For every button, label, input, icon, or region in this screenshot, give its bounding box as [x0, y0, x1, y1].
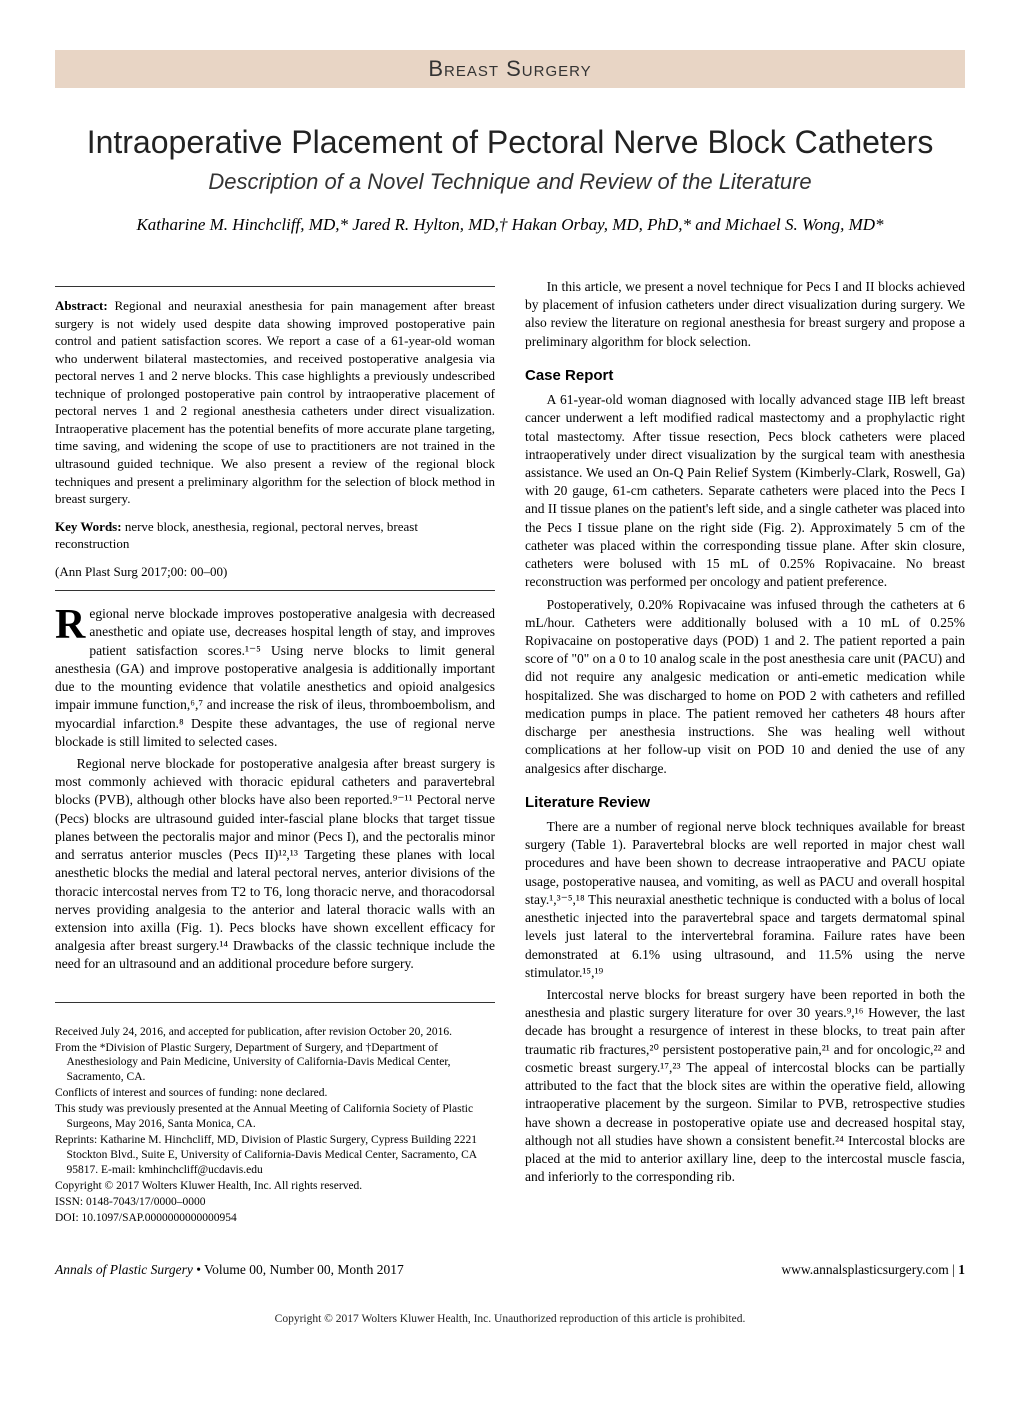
- footnote-presented: This study was previously presented at t…: [55, 1102, 495, 1132]
- article-subtitle: Description of a Novel Technique and Rev…: [55, 169, 965, 195]
- abstract-label: Abstract:: [55, 298, 108, 313]
- footnote-doi: DOI: 10.1097/SAP.0000000000000954: [55, 1211, 495, 1226]
- intro-paragraph-1: R egional nerve blockade improves postop…: [55, 605, 495, 751]
- footer-left: Annals of Plastic Surgery • Volume 00, N…: [55, 1262, 404, 1278]
- footer-journal: Annals of Plastic Surgery: [55, 1262, 193, 1277]
- footnote-from: From the *Division of Plastic Surgery, D…: [55, 1041, 495, 1086]
- abstract-rule-bottom: [55, 590, 495, 591]
- abstract-rule-top: [55, 286, 495, 287]
- footer-right: www.annalsplasticsurgery.com | 1: [781, 1262, 965, 1278]
- section-header-bar: Breast Surgery: [55, 50, 965, 88]
- footnote-copyright: Copyright © 2017 Wolters Kluwer Health, …: [55, 1179, 495, 1194]
- right-column: In this article, we present a novel tech…: [525, 278, 965, 1227]
- footnote-conflicts: Conflicts of interest and sources of fun…: [55, 1086, 495, 1101]
- bottom-copyright: Copyright © 2017 Wolters Kluwer Health, …: [55, 1313, 965, 1325]
- footnote-issn: ISSN: 0148-7043/17/0000–0000: [55, 1195, 495, 1210]
- intro-paragraph-2: Regional nerve blockade for postoperativ…: [55, 755, 495, 974]
- footer-site: www.annalsplasticsurgery.com: [781, 1262, 948, 1277]
- col2-intro: In this article, we present a novel tech…: [525, 278, 965, 351]
- lit-paragraph-2: Intercostal nerve blocks for breast surg…: [525, 986, 965, 1186]
- footer-bar: Annals of Plastic Surgery • Volume 00, N…: [55, 1262, 965, 1278]
- intro-text-1: egional nerve blockade improves postoper…: [55, 606, 495, 749]
- article-title: Intraoperative Placement of Pectoral Ner…: [55, 123, 965, 161]
- footnote-reprints: Reprints: Katharine M. Hinchcliff, MD, D…: [55, 1133, 495, 1178]
- case-paragraph-1: A 61-year-old woman diagnosed with local…: [525, 391, 965, 591]
- footnote-rule: [55, 1002, 495, 1003]
- abstract-text: Regional and neuraxial anesthesia for pa…: [55, 298, 495, 506]
- keywords-paragraph: Key Words: nerve block, anesthesia, regi…: [55, 518, 495, 553]
- literature-review-heading: Literature Review: [525, 793, 965, 813]
- citation-line: (Ann Plast Surg 2017;00: 00–00): [55, 563, 495, 581]
- footnote-received: Received July 24, 2016, and accepted for…: [55, 1025, 495, 1040]
- article-authors: Katharine M. Hinchcliff, MD,* Jared R. H…: [55, 213, 965, 238]
- page-container: Breast Surgery Intraoperative Placement …: [0, 0, 1020, 1355]
- keywords-label: Key Words:: [55, 519, 122, 534]
- case-paragraph-2: Postoperatively, 0.20% Ropivacaine was i…: [525, 596, 965, 778]
- abstract-paragraph: Abstract: Regional and neuraxial anesthe…: [55, 297, 495, 508]
- dropcap: R: [55, 605, 89, 643]
- footnote-block: Received July 24, 2016, and accepted for…: [55, 1025, 495, 1226]
- footer-volinfo: • Volume 00, Number 00, Month 2017: [196, 1262, 403, 1277]
- footer-pagenum: 1: [958, 1262, 965, 1277]
- two-column-layout: Abstract: Regional and neuraxial anesthe…: [55, 278, 965, 1227]
- case-report-heading: Case Report: [525, 366, 965, 386]
- section-header-text: Breast Surgery: [428, 56, 591, 81]
- lit-paragraph-1: There are a number of regional nerve blo…: [525, 818, 965, 982]
- left-column: Abstract: Regional and neuraxial anesthe…: [55, 278, 495, 1227]
